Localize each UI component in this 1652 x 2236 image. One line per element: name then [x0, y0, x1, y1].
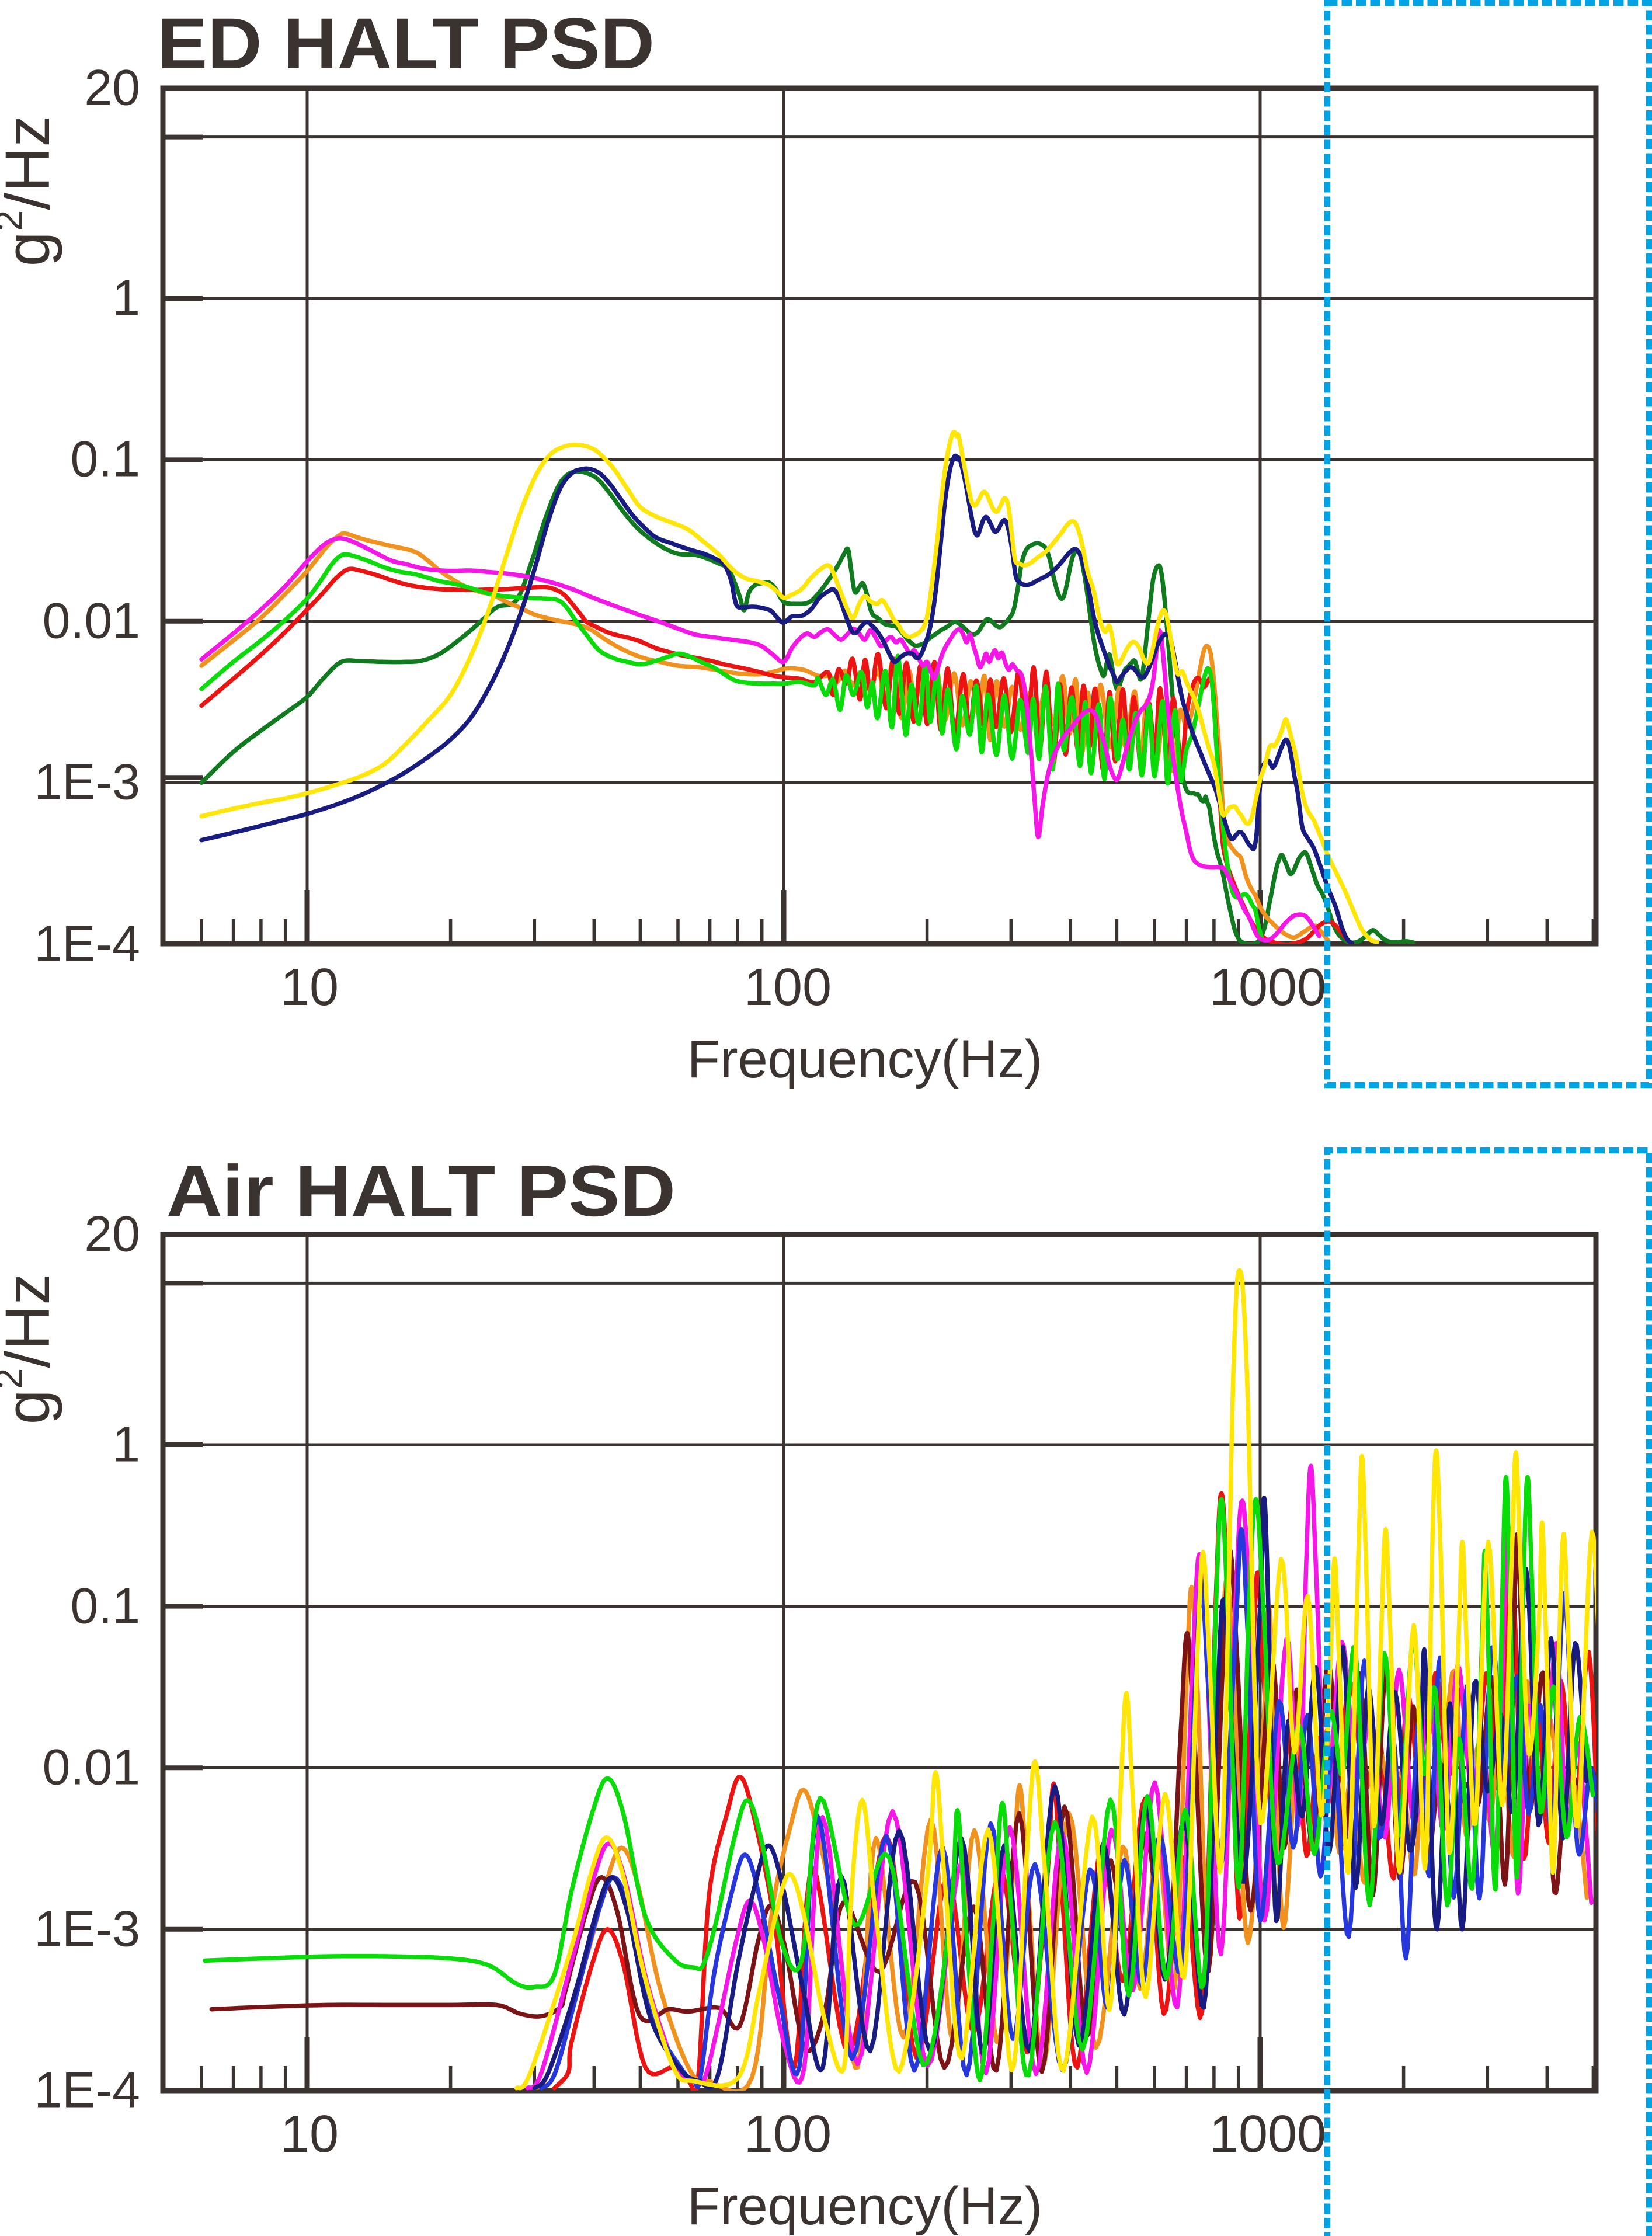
svg-text:1000: 1000	[1209, 958, 1326, 1017]
svg-text:Frequency(Hz): Frequency(Hz)	[687, 1030, 1042, 1089]
svg-text:1E-4: 1E-4	[34, 916, 140, 972]
svg-text:0.01: 0.01	[43, 1740, 140, 1796]
svg-text:10: 10	[280, 2105, 339, 2164]
svg-text:10: 10	[280, 958, 339, 1017]
svg-text:0.1: 0.1	[70, 1578, 140, 1635]
svg-text:1: 1	[112, 1417, 140, 1473]
svg-text:1E-3: 1E-3	[34, 1901, 140, 1957]
svg-text:20: 20	[84, 1206, 140, 1263]
svg-text:0.01: 0.01	[43, 593, 140, 649]
svg-text:ED HALT PSD: ED HALT PSD	[157, 4, 655, 84]
svg-text:g2/Hz: g2/Hz	[0, 116, 62, 267]
svg-text:100: 100	[744, 958, 832, 1017]
svg-text:1E-3: 1E-3	[34, 754, 140, 811]
svg-text:1E-4: 1E-4	[34, 2063, 140, 2119]
svg-text:Frequency(Hz): Frequency(Hz)	[687, 2176, 1042, 2236]
svg-text:1: 1	[112, 270, 140, 326]
svg-text:g2/Hz: g2/Hz	[0, 1274, 62, 1425]
svg-text:Air HALT PSD: Air HALT PSD	[166, 1151, 676, 1232]
svg-text:20: 20	[84, 60, 140, 116]
svg-text:0.1: 0.1	[70, 432, 140, 488]
svg-text:1000: 1000	[1209, 2105, 1326, 2164]
svg-text:100: 100	[744, 2105, 832, 2164]
